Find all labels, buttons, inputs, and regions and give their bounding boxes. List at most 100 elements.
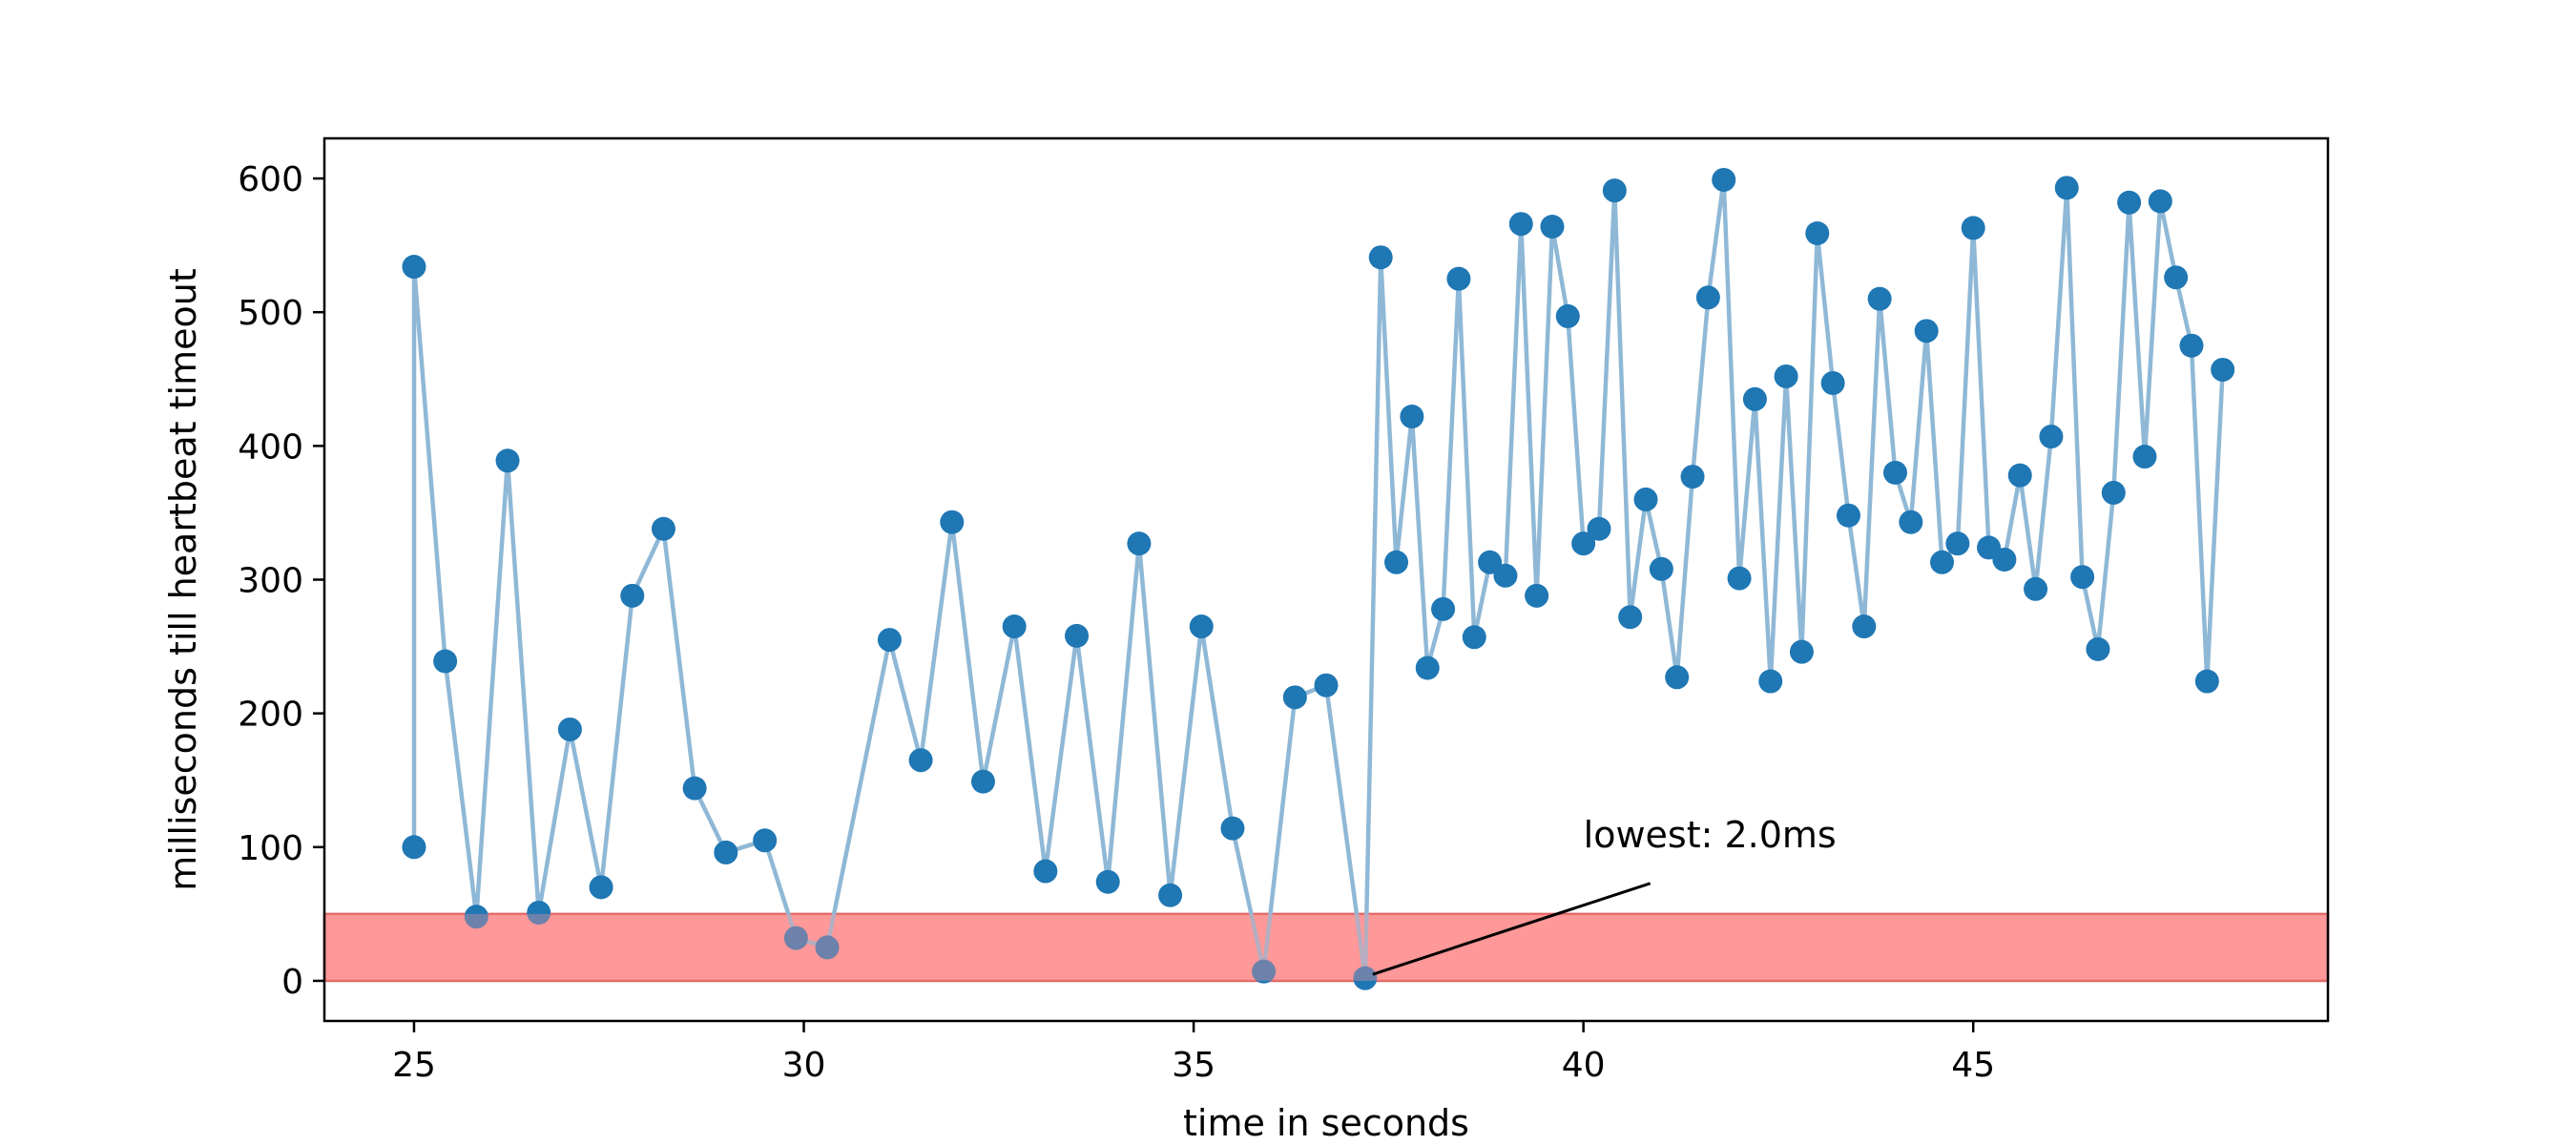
data-point — [970, 769, 995, 794]
data-point — [1758, 669, 1783, 694]
data-point — [1867, 286, 1892, 311]
y-tick-label: 600 — [238, 160, 303, 199]
data-point — [1189, 614, 1214, 639]
data-point — [1065, 623, 1090, 648]
data-point — [2211, 357, 2235, 382]
x-axis-ticks: 25 30 35 40 45 — [392, 1021, 1995, 1085]
y-tick-label: 0 — [281, 963, 303, 1002]
data-point — [2054, 176, 2079, 200]
data-point — [2086, 636, 2110, 661]
data-point — [2007, 463, 2032, 488]
x-tick-label: 40 — [1562, 1046, 1606, 1085]
data-point — [651, 516, 675, 541]
data-point — [1446, 266, 1471, 291]
data-point — [464, 905, 488, 929]
annotation-arrow — [1372, 882, 1652, 976]
data-point — [433, 649, 458, 674]
data-point — [1314, 673, 1339, 697]
data-point — [1852, 614, 1877, 639]
data-point — [1220, 816, 1245, 841]
x-tick-label: 45 — [1951, 1046, 1995, 1085]
data-point — [1618, 605, 1643, 630]
data-point — [1602, 178, 1627, 203]
data-point — [1665, 665, 1690, 690]
y-tick-label: 400 — [238, 427, 303, 467]
data-point — [589, 875, 613, 900]
data-point — [1353, 966, 1378, 990]
data-point — [1712, 167, 1736, 192]
data-point — [940, 510, 965, 534]
data-point — [1633, 487, 1658, 511]
data-point — [1992, 547, 2017, 572]
data-point — [1695, 285, 1720, 310]
data-point — [557, 717, 582, 741]
data-point — [2101, 480, 2126, 505]
data-point — [1680, 465, 1705, 489]
data-point — [682, 776, 707, 801]
data-point — [1127, 531, 1152, 556]
data-point — [1525, 583, 1549, 608]
data-point — [1282, 685, 1307, 710]
data-point — [2024, 576, 2048, 601]
y-tick-label: 200 — [238, 696, 303, 735]
data-point — [877, 628, 902, 653]
annotation-layer: lowest: 2.0ms — [1372, 814, 1837, 976]
data-point — [1252, 959, 1277, 984]
data-point — [1649, 556, 1673, 581]
data-point — [1540, 215, 1565, 239]
threshold-band — [322, 912, 2330, 983]
data-point — [1727, 566, 1752, 591]
data-point — [1555, 303, 1580, 328]
data-point — [2179, 333, 2204, 358]
data-point — [1400, 405, 1424, 429]
data-point — [1508, 212, 1533, 237]
data-point — [1961, 216, 1985, 240]
data-point — [783, 926, 808, 950]
data-points-layer — [324, 167, 2328, 990]
threshold-band-layer — [322, 912, 2330, 983]
data-point — [2132, 445, 2157, 469]
y-tick-label: 300 — [238, 562, 303, 601]
x-tick-label: 35 — [1172, 1046, 1215, 1085]
data-point — [1571, 531, 1596, 556]
data-point — [495, 448, 520, 473]
data-point — [527, 900, 551, 925]
threshold-band-overlay — [324, 913, 2328, 981]
x-axis-label: time in seconds — [1183, 1102, 1469, 1144]
data-point — [402, 255, 426, 280]
data-point — [1899, 510, 1923, 534]
x-tick-label: 30 — [782, 1046, 826, 1085]
data-point — [908, 748, 933, 773]
data-point — [620, 583, 645, 608]
data-point — [1431, 596, 1456, 621]
data-point — [1002, 614, 1027, 639]
data-point — [1033, 859, 1058, 884]
annotation-label: lowest: 2.0ms — [1584, 814, 1837, 856]
data-point — [1384, 550, 1409, 574]
x-tick-label: 25 — [392, 1046, 436, 1085]
data-point — [714, 840, 738, 864]
data-point — [1587, 516, 1611, 541]
data-point — [2164, 265, 2189, 290]
data-point — [402, 835, 426, 860]
data-point — [753, 828, 778, 853]
y-axis-label: milliseconds till heartbeat timeout — [162, 268, 204, 890]
data-point — [1462, 625, 1486, 650]
data-point — [815, 935, 840, 960]
data-point — [1415, 656, 1440, 680]
y-tick-label: 500 — [238, 294, 303, 333]
y-tick-label: 100 — [238, 829, 303, 868]
data-point — [2039, 425, 2064, 449]
data-point — [1836, 503, 1860, 528]
data-point — [1742, 386, 1767, 411]
data-point — [1493, 563, 1518, 588]
data-point — [1774, 364, 1798, 388]
data-point — [2070, 565, 2095, 590]
data-point — [1478, 550, 1503, 574]
data-point — [1914, 319, 1939, 344]
y-axis-ticks: 0 100 200 300 400 500 600 — [238, 160, 324, 1002]
data-point — [1945, 531, 1970, 556]
data-point — [1158, 883, 1183, 907]
data-point — [2117, 190, 2142, 215]
